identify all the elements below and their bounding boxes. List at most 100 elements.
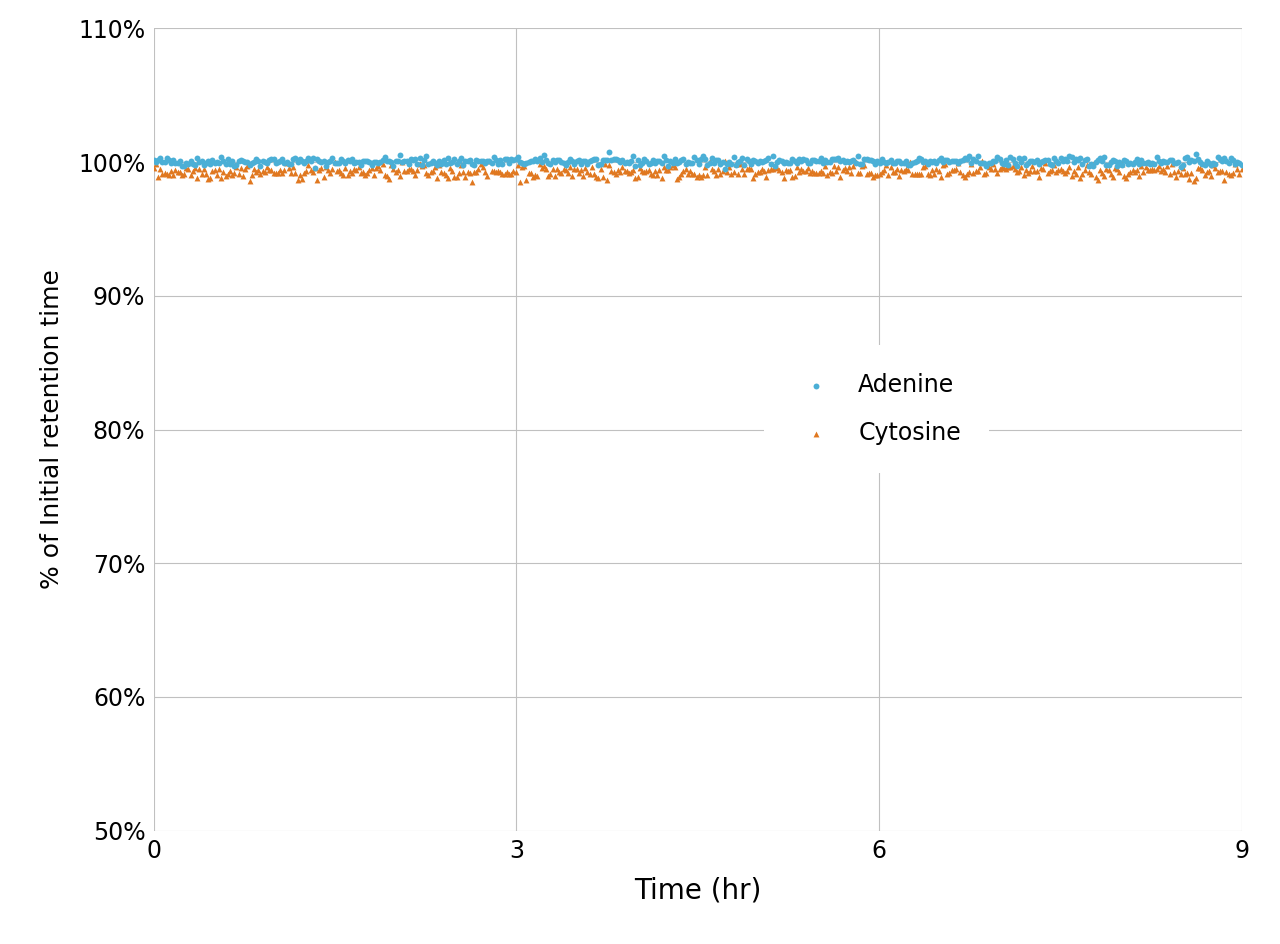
Adenine [1076, 151, 1097, 166]
Adenine [488, 157, 508, 172]
Cytosine [440, 160, 461, 176]
Adenine [754, 154, 774, 169]
Adenine [484, 149, 504, 164]
Adenine [536, 152, 557, 167]
Cytosine [419, 168, 439, 183]
Cytosine [1042, 163, 1062, 178]
Adenine [649, 154, 669, 169]
Cytosine [339, 163, 360, 178]
Adenine [265, 156, 285, 171]
Adenine [933, 154, 954, 169]
Adenine [1188, 151, 1208, 166]
Adenine [305, 160, 325, 176]
Adenine [239, 158, 260, 173]
Adenine [689, 157, 709, 172]
Cytosine [420, 164, 440, 179]
Cytosine [952, 167, 973, 182]
Adenine [940, 155, 960, 170]
Adenine [826, 152, 846, 167]
Cytosine [499, 166, 520, 181]
Adenine [955, 150, 975, 165]
Adenine [882, 155, 902, 170]
Cytosine [1061, 168, 1082, 183]
Adenine [575, 154, 595, 169]
Adenine [782, 152, 803, 167]
Cytosine [667, 171, 687, 186]
Cytosine [410, 157, 430, 172]
Cytosine [1070, 170, 1091, 185]
Cytosine [640, 166, 660, 181]
Adenine [485, 153, 506, 168]
Adenine [1064, 155, 1084, 170]
Adenine [1207, 150, 1228, 165]
Adenine [215, 157, 236, 172]
Adenine [422, 154, 443, 169]
Cytosine [721, 167, 741, 182]
Cytosine [608, 162, 628, 177]
Cytosine [416, 166, 436, 181]
Cytosine [940, 165, 960, 180]
Cytosine [695, 160, 716, 175]
Adenine [285, 150, 306, 165]
Cytosine [488, 163, 508, 178]
Adenine [209, 155, 229, 170]
Cytosine [196, 167, 216, 182]
Adenine [913, 154, 933, 169]
Cytosine [1225, 157, 1245, 172]
Adenine [326, 156, 347, 171]
Adenine [220, 157, 241, 172]
Cytosine [531, 160, 552, 176]
Adenine [1201, 158, 1221, 173]
Cytosine [868, 168, 888, 183]
Adenine [506, 152, 526, 167]
Adenine [364, 155, 384, 170]
Adenine [860, 152, 881, 167]
Cytosine [847, 165, 868, 180]
Cytosine [462, 175, 483, 190]
Adenine [1194, 158, 1215, 173]
Adenine [1125, 154, 1146, 169]
Adenine [165, 155, 186, 170]
Cytosine [379, 171, 399, 186]
Cytosine [187, 171, 207, 186]
Adenine [403, 152, 424, 167]
Cytosine [658, 162, 678, 177]
Adenine [314, 154, 334, 169]
Adenine [736, 151, 756, 166]
Adenine [547, 152, 567, 167]
Adenine [632, 155, 653, 170]
Cytosine [403, 163, 424, 178]
Cytosine [283, 159, 303, 174]
Adenine [797, 156, 818, 171]
Adenine [346, 155, 366, 170]
Cytosine [992, 160, 1012, 175]
Adenine [370, 154, 390, 169]
Cytosine [645, 163, 666, 178]
Cytosine [1064, 163, 1084, 178]
Adenine [723, 150, 744, 165]
Cytosine [184, 160, 205, 176]
Adenine [758, 150, 778, 165]
Cytosine [1068, 160, 1088, 175]
Adenine [311, 155, 332, 170]
Cytosine [603, 164, 623, 179]
Adenine [307, 152, 328, 167]
Cytosine [828, 160, 849, 175]
Cytosine [468, 161, 489, 177]
Adenine [316, 159, 337, 174]
Cytosine [943, 162, 964, 177]
Cytosine [268, 165, 288, 180]
Adenine [705, 153, 726, 168]
Cytosine [279, 160, 300, 176]
Cytosine [392, 154, 412, 169]
Cytosine [237, 158, 257, 173]
Adenine [302, 150, 323, 165]
Adenine [636, 154, 657, 169]
Adenine [1139, 157, 1160, 172]
Adenine [1210, 152, 1230, 167]
Cytosine [521, 165, 541, 180]
Adenine [1138, 154, 1158, 169]
Adenine [1190, 154, 1211, 169]
Cytosine [1194, 168, 1215, 183]
Adenine [838, 154, 859, 169]
